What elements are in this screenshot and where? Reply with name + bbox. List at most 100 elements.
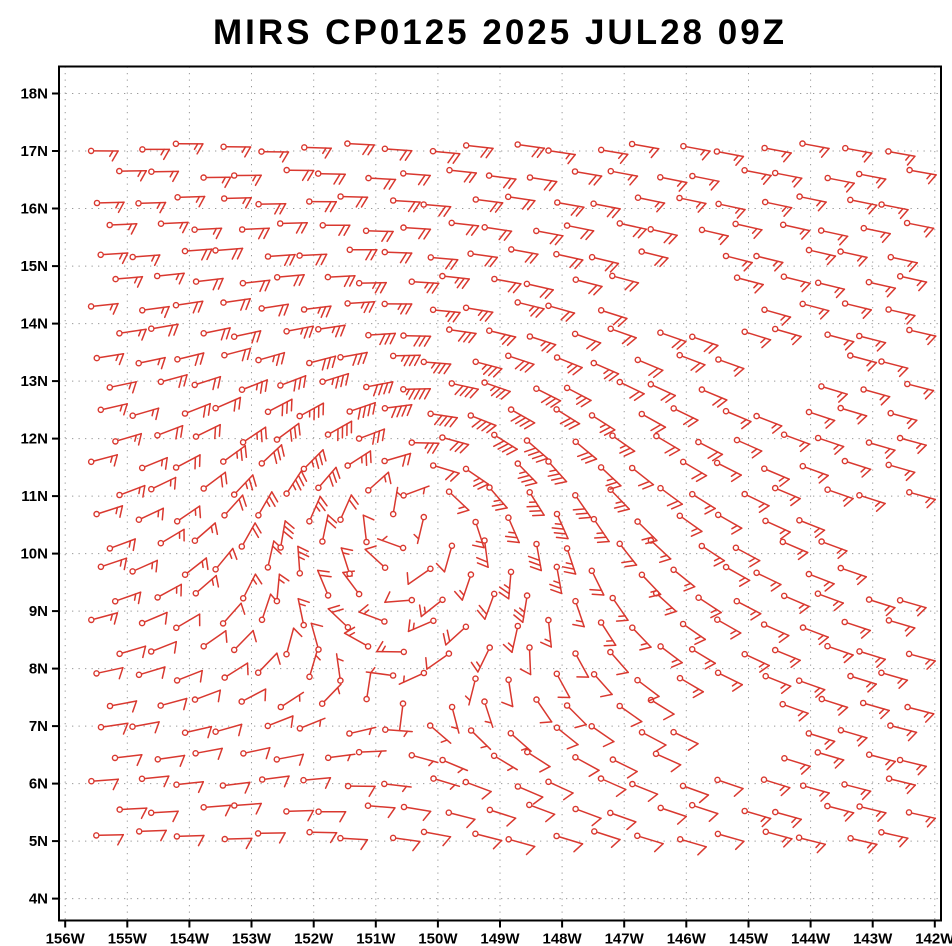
- wind-barb: [865, 439, 896, 459]
- wind-barb: [439, 434, 470, 454]
- wind-barb: [191, 375, 222, 391]
- wind-barb: [239, 426, 268, 446]
- wind-barb: [426, 722, 452, 744]
- wind-barb: [572, 650, 590, 678]
- wind-barb: [761, 198, 793, 217]
- wind-barb: [887, 722, 918, 742]
- wind-barb: [429, 462, 460, 482]
- wind-barb: [106, 700, 138, 713]
- wind-barb: [381, 403, 413, 419]
- wind-barb: [781, 755, 811, 775]
- wind-barb: [896, 597, 927, 617]
- x-tick-label: 153W: [232, 931, 272, 946]
- wind-barb: [111, 754, 143, 767]
- wind-barb: [157, 374, 188, 389]
- wind-barb: [837, 727, 868, 747]
- wind-barb: [824, 174, 855, 193]
- wind-barb: [753, 412, 783, 434]
- wind-barb: [264, 398, 293, 417]
- wind-barb: [878, 201, 909, 220]
- wind-barb: [277, 375, 307, 392]
- wind-barb: [93, 666, 124, 680]
- x-tick-label: 151W: [356, 931, 396, 946]
- wind-barb: [364, 545, 389, 572]
- wind-barb: [865, 278, 897, 298]
- wind-barb: [318, 683, 342, 708]
- wind-barb: [470, 644, 494, 673]
- wind-barb: [504, 193, 536, 211]
- wind-barb: [526, 174, 558, 192]
- wind-barb: [296, 717, 326, 732]
- wind-barb: [526, 488, 545, 517]
- wind-barb: [779, 221, 811, 240]
- wind-barb: [762, 517, 791, 540]
- wind-barb: [255, 491, 279, 519]
- wind-barb: [467, 412, 497, 434]
- wind-barb: [147, 640, 178, 655]
- wind-barb: [634, 356, 664, 379]
- wind-barb: [407, 617, 437, 633]
- wind-barb: [389, 352, 421, 367]
- wind-barb: [471, 518, 485, 549]
- wind-barb: [191, 226, 223, 240]
- wind-barb: [695, 594, 722, 619]
- wind-barb: [760, 621, 790, 644]
- wind-barb: [173, 669, 203, 684]
- y-tick-label: 10N: [20, 546, 48, 563]
- wind-barb: [337, 351, 368, 366]
- wind-barb: [805, 408, 836, 429]
- wind-barb: [856, 332, 887, 352]
- wind-barb: [264, 253, 296, 267]
- wind-barb: [408, 439, 440, 454]
- wind-barb: [300, 449, 327, 473]
- x-axis-tick-labels: 156W 155W 154W 153W 152W 151W 150W 149W 148W 147W…: [46, 931, 952, 946]
- wind-barb: [887, 253, 919, 273]
- wind-barb: [896, 434, 927, 455]
- wind-barb: [238, 379, 268, 394]
- wind-barb: [732, 220, 763, 240]
- wind-barb: [609, 272, 640, 292]
- wind-barb: [780, 592, 810, 615]
- wind-barb: [841, 781, 872, 801]
- wind-barb: [154, 424, 184, 440]
- wind-barb: [571, 330, 602, 352]
- wind-barb: [381, 726, 413, 738]
- wind-barb: [157, 697, 188, 711]
- wind-barb: [533, 227, 564, 246]
- wind-barb: [715, 356, 745, 377]
- wind-barb: [200, 174, 232, 189]
- wind-barb: [472, 196, 504, 213]
- wind-barb: [514, 460, 538, 487]
- wind-barb: [688, 646, 717, 670]
- wind-barb: [713, 459, 742, 483]
- wind-barb: [398, 669, 428, 685]
- wind-barb: [670, 728, 699, 751]
- wind-barb: [258, 444, 285, 467]
- wind-barb: [219, 602, 246, 627]
- wind-barb: [653, 432, 681, 457]
- wind-barb: [430, 775, 461, 790]
- wind-barb: [300, 305, 332, 319]
- wind-barb: [498, 568, 515, 600]
- wind-barb: [212, 547, 238, 573]
- wind-barb: [761, 144, 792, 163]
- wind-barb: [657, 643, 683, 668]
- wind-barb: [192, 423, 221, 440]
- wind-barb: [865, 751, 897, 771]
- wind-barb: [273, 573, 290, 605]
- wind-barb: [283, 470, 308, 497]
- wind-barb: [219, 781, 251, 794]
- wind-barb: [628, 464, 655, 490]
- wind-barb: [504, 352, 535, 373]
- wind-barb: [355, 428, 386, 445]
- wind-barb: [310, 622, 324, 653]
- wind-barb: [817, 227, 849, 246]
- wind-barb: [467, 727, 492, 751]
- wind-barb: [762, 672, 792, 695]
- wind-barb: [147, 323, 179, 337]
- x-tick-label: 152W: [294, 931, 334, 946]
- wind-barb: [258, 148, 290, 163]
- wind-barb: [563, 222, 595, 241]
- wind-barb: [772, 808, 803, 829]
- x-tick-label: 154W: [170, 931, 210, 946]
